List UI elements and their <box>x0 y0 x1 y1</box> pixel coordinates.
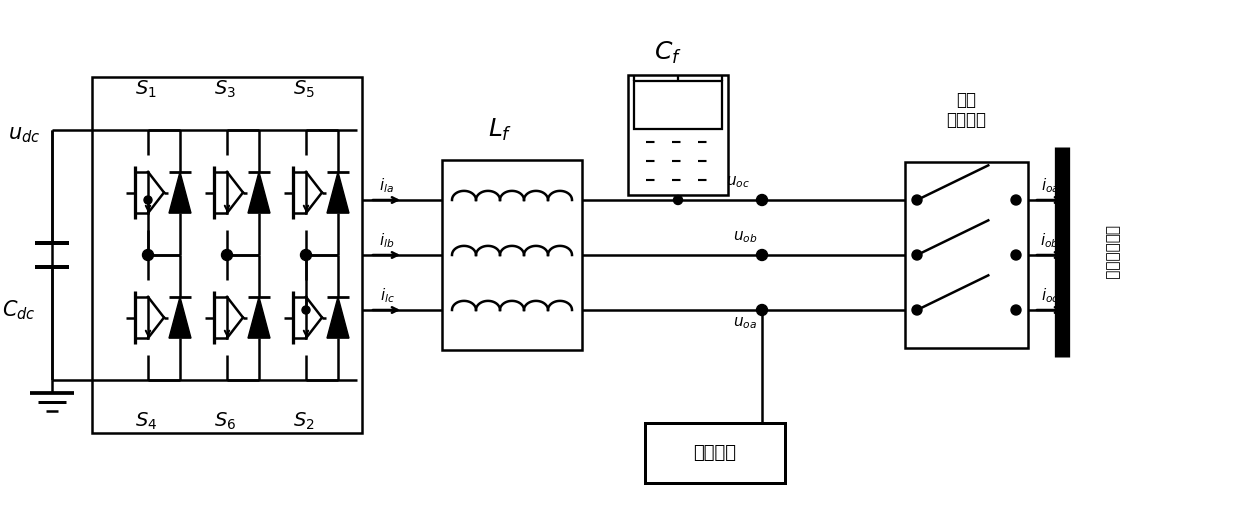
Bar <box>92 77 362 433</box>
Text: $S_{3}$: $S_{3}$ <box>215 78 236 99</box>
Text: $i_{lb}$: $i_{lb}$ <box>379 232 394 250</box>
Polygon shape <box>169 297 191 338</box>
Text: $u_{oc}$: $u_{oc}$ <box>727 174 750 190</box>
Circle shape <box>143 249 154 261</box>
Text: $i_{lc}$: $i_{lc}$ <box>379 287 394 306</box>
Text: $S_{1}$: $S_{1}$ <box>135 78 157 99</box>
Text: $S_{4}$: $S_{4}$ <box>135 411 157 432</box>
Bar <box>905 162 1028 348</box>
Circle shape <box>300 249 311 261</box>
Text: $S_{6}$: $S_{6}$ <box>215 411 236 432</box>
Text: $C_{f}$: $C_{f}$ <box>653 40 682 66</box>
Circle shape <box>1011 250 1021 260</box>
Bar <box>627 75 728 195</box>
Text: $i_{oc}$: $i_{oc}$ <box>1040 287 1059 306</box>
Text: $u_{oa}$: $u_{oa}$ <box>733 315 756 331</box>
Text: $i_{ob}$: $i_{ob}$ <box>1040 232 1059 250</box>
Bar <box>634 81 722 129</box>
Text: 本地负荷: 本地负荷 <box>693 444 737 462</box>
Circle shape <box>303 306 310 314</box>
Circle shape <box>223 251 231 259</box>
Text: 并网
控制开关: 并网 控制开关 <box>946 90 987 129</box>
Polygon shape <box>327 172 348 213</box>
Text: 公共交流电网: 公共交流电网 <box>1105 225 1120 279</box>
Text: $u_{ob}$: $u_{ob}$ <box>733 229 756 245</box>
Circle shape <box>1011 195 1021 205</box>
Circle shape <box>673 195 682 205</box>
Circle shape <box>756 194 768 206</box>
Circle shape <box>911 195 923 205</box>
Polygon shape <box>248 172 270 213</box>
Text: $i_{la}$: $i_{la}$ <box>379 177 394 195</box>
Text: $L_{f}$: $L_{f}$ <box>487 117 512 143</box>
Text: $S_{2}$: $S_{2}$ <box>293 411 315 432</box>
Circle shape <box>1011 305 1021 315</box>
Text: $i_{oa}$: $i_{oa}$ <box>1040 177 1059 195</box>
Circle shape <box>756 305 768 316</box>
Circle shape <box>911 250 923 260</box>
Polygon shape <box>169 172 191 213</box>
Text: $C_{dc}$: $C_{dc}$ <box>2 298 36 322</box>
Polygon shape <box>327 297 348 338</box>
Text: $u_{dc}$: $u_{dc}$ <box>7 125 40 145</box>
Circle shape <box>756 249 768 261</box>
Polygon shape <box>248 297 270 338</box>
Circle shape <box>222 249 233 261</box>
Circle shape <box>144 196 153 204</box>
Circle shape <box>911 305 923 315</box>
Bar <box>441 160 582 350</box>
Text: $S_{5}$: $S_{5}$ <box>293 78 315 99</box>
Bar <box>645 423 785 483</box>
